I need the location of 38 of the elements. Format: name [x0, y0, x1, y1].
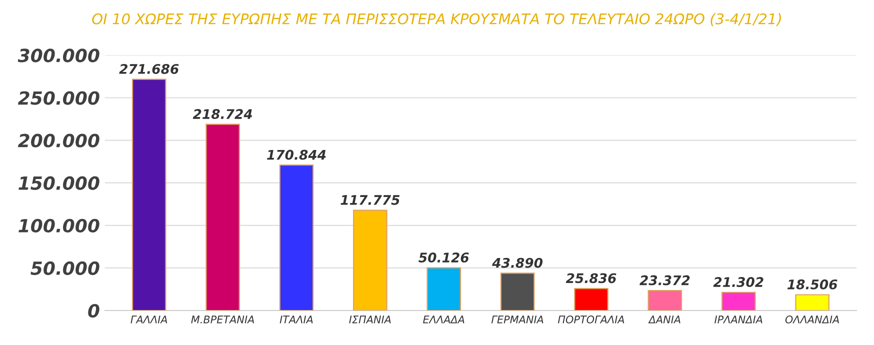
data-label: 50.126 — [418, 252, 469, 263]
bar — [500, 272, 535, 310]
bar — [426, 267, 461, 310]
x-tick-label: Μ.ΒΡΕΤΑΝΙΑ — [191, 316, 254, 324]
y-tick-label: 300.000 — [18, 48, 100, 62]
data-label: 18.506 — [787, 279, 838, 290]
bar — [132, 78, 166, 310]
data-label: 25.836 — [566, 273, 616, 284]
x-tick-label: ΓΕΡΜΑΝΙΑ — [491, 316, 544, 324]
y-tick-label: 200.000 — [18, 134, 100, 148]
x-tick-label: ΟΛΛΑΝΔΙΑ — [785, 316, 839, 324]
x-tick-label: ΓΑΛΛΙΑ — [130, 316, 168, 324]
data-label: 21.302 — [713, 277, 764, 288]
data-label: 218.724 — [192, 109, 252, 120]
y-tick-label: 0 — [88, 304, 100, 318]
x-tick-label: ΙΡΛΑΝΔΙΑ — [714, 316, 762, 324]
data-label: 170.844 — [266, 150, 326, 160]
data-label: 271.686 — [119, 64, 179, 74]
y-tick-label: 250.000 — [18, 91, 100, 105]
bar — [721, 292, 756, 310]
y-tick-label: 50.000 — [30, 261, 100, 276]
data-label: 117.775 — [340, 195, 400, 205]
data-label: 43.890 — [492, 258, 543, 268]
x-tick-label: ΠΟΡΤΟΓΑΛΙΑ — [558, 316, 624, 324]
bar — [353, 210, 388, 310]
bar — [574, 288, 608, 310]
y-tick-label: 100.000 — [18, 218, 100, 233]
bar — [795, 294, 830, 310]
chart-title: ΟΙ 10 ΧΩΡΕΣ ΤΗΣ ΕΥΡΩΠΗΣ ΜΕ ΤΑ ΠΕΡΙΣΣΟΤΕΡΑ ΚΡΟΥΣΜΑΤΑ ΤΟ ΤΕΛΕΥΤΑΙΟ 24ΩΡΟ (3-4/1/21) — [92, 13, 781, 26]
y-tick-label: 150.000 — [18, 176, 100, 190]
x-tick-label: ΔΑΝΙΑ — [648, 316, 680, 324]
x-tick-label: ΙΣΠΑΝΙΑ — [349, 316, 391, 324]
bar — [279, 164, 314, 310]
bar — [206, 124, 240, 310]
x-tick-label: ΙΤΑΛΙΑ — [280, 316, 313, 324]
data-label: 23.372 — [640, 275, 690, 286]
x-tick-label: ΕΛΛΑΔΑ — [423, 316, 464, 324]
bar — [648, 290, 682, 310]
